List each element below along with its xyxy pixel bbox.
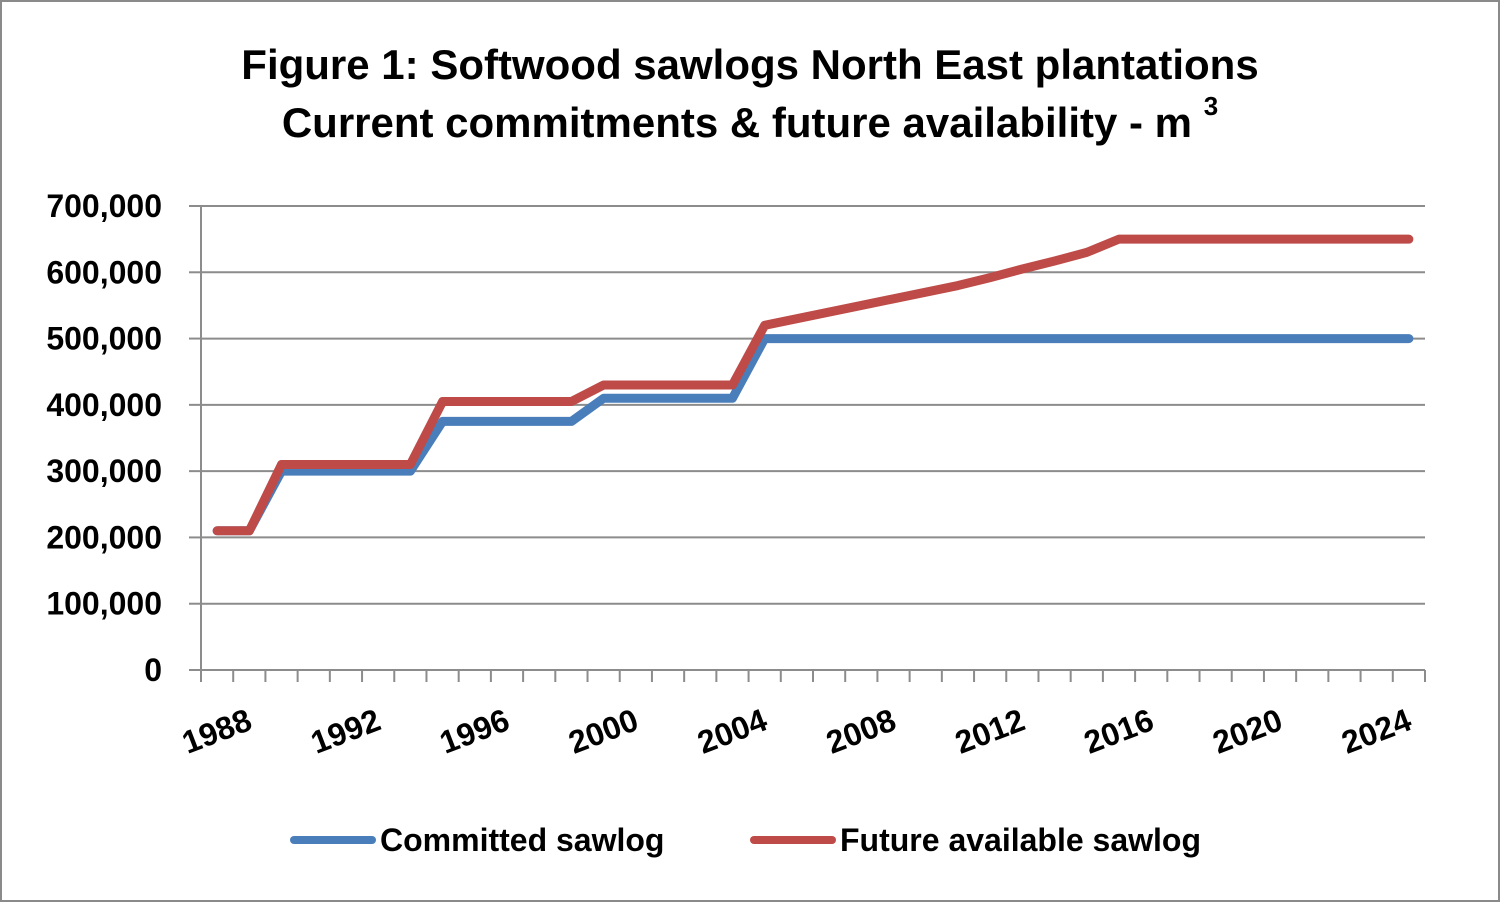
legend-label-committed: Committed sawlog <box>380 821 665 858</box>
gridlines <box>201 205 1425 605</box>
chart-title-superscript: 3 <box>1203 91 1219 121</box>
legend: Committed sawlog Future available sawlog <box>0 816 1500 864</box>
series-lines <box>212 234 1414 536</box>
legend-item-committed: Committed sawlog <box>290 816 664 864</box>
y-tick-label: 700,000 <box>46 188 162 224</box>
x-tick-label: 1996 <box>435 702 514 761</box>
axes <box>189 205 1426 682</box>
y-tick-label: 0 <box>144 652 162 688</box>
x-tick-label: 2004 <box>692 701 772 760</box>
y-tick-label: 100,000 <box>46 586 162 622</box>
y-tick-label: 200,000 <box>46 519 162 555</box>
legend-label-future: Future available sawlog <box>840 821 1201 858</box>
chart-title-line-2-text: Current commitments & future availabilit… <box>281 99 1193 146</box>
x-tick-label: 2000 <box>564 702 643 761</box>
x-tick-label: 1988 <box>177 702 256 761</box>
x-tick-label: 2020 <box>1208 702 1287 761</box>
chart-title: Figure 1: Softwood sawlogs North East pl… <box>0 36 1500 152</box>
y-tick-label: 300,000 <box>46 453 162 489</box>
legend-swatch-committed <box>290 836 376 844</box>
x-tick-label: 2016 <box>1079 702 1158 761</box>
tick-labels: 0 100,000 200,000 300,000 400,000 500,000 600,… <box>46 188 1416 761</box>
x-tick-label: 2008 <box>821 702 900 761</box>
series-line-committed-sawlog <box>212 334 1414 536</box>
x-tick-label: 1992 <box>306 702 385 761</box>
y-tick-label: 400,000 <box>46 387 162 423</box>
chart-title-line-2: Current commitments & future availabilit… <box>0 91 1500 152</box>
x-tick-label: 2012 <box>950 702 1029 761</box>
chart-title-line-1: Figure 1: Softwood sawlogs North East pl… <box>241 41 1259 88</box>
y-tick-label: 600,000 <box>46 254 162 290</box>
series-line-future-available-sawlog <box>212 234 1414 536</box>
legend-swatch-future <box>750 836 836 844</box>
x-tick-label: 2024 <box>1337 701 1417 760</box>
y-tick-label: 500,000 <box>46 321 162 357</box>
legend-item-future: Future available sawlog <box>750 816 1201 864</box>
